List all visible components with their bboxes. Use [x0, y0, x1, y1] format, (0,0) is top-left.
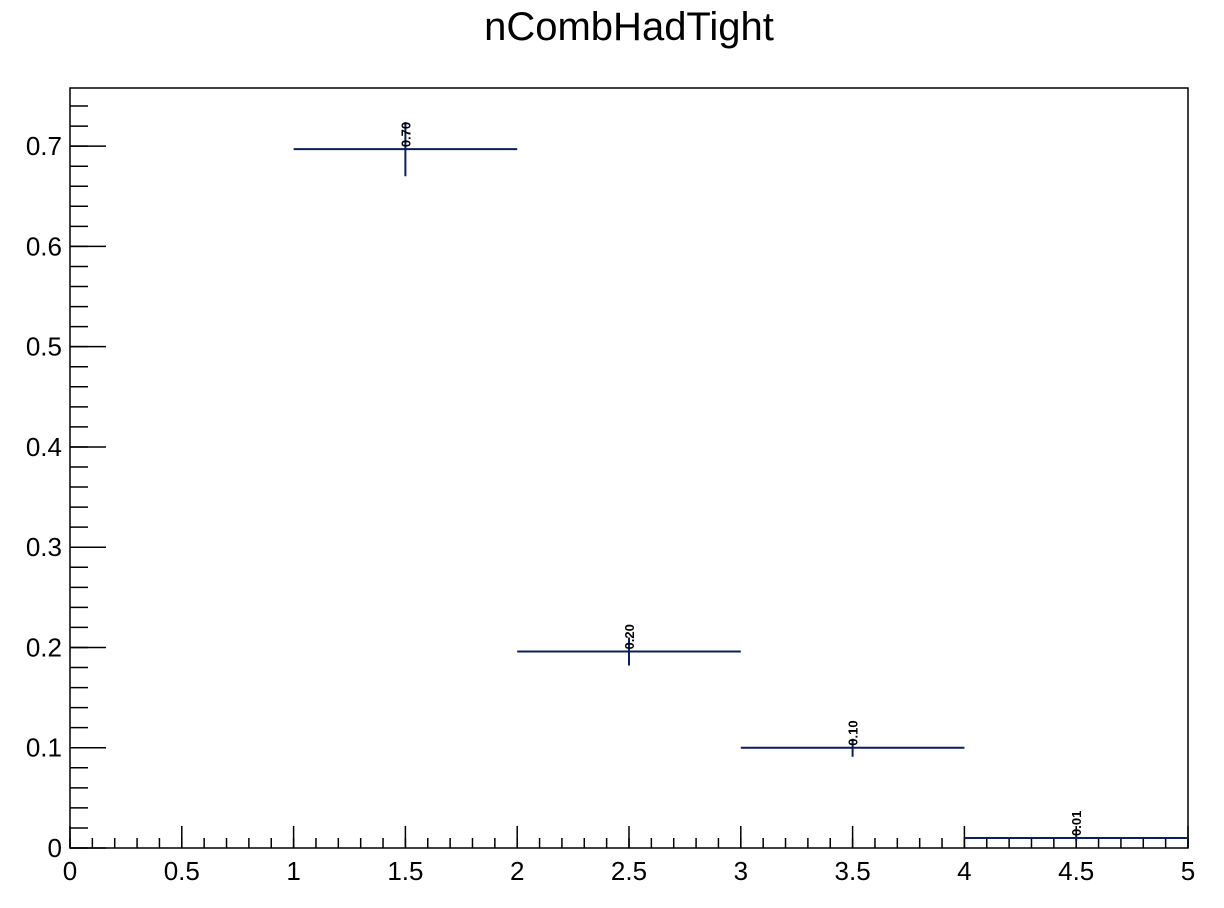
bin-value-label: 0.20 — [622, 624, 637, 649]
y-tick-label: 0.7 — [26, 131, 62, 161]
x-tick-label: 4 — [957, 856, 971, 886]
x-tick-label: 1.5 — [387, 856, 423, 886]
x-tick-label: 1 — [286, 856, 300, 886]
chart-title: nCombHadTight — [484, 5, 774, 49]
x-tick-label: 5 — [1181, 856, 1195, 886]
y-tick-label: 0.6 — [26, 231, 62, 261]
data-marks: 0.70 0.20 0.10 0.01 — [293, 122, 1188, 841]
y-tick-label: 0.3 — [26, 532, 62, 562]
y-tick-label: 0.4 — [26, 432, 62, 462]
x-tick-label: 2 — [510, 856, 524, 886]
y-tick-label: 0.2 — [26, 632, 62, 662]
x-tick-label: 2.5 — [611, 856, 647, 886]
bin-value-label: 0.10 — [846, 720, 861, 745]
axes: 0 0.5 1 1.5 2 2.5 3 3.5 4 4.5 5 0 0.1 0.2 0.3 0.4 0.5 0.6… — [26, 105, 1195, 886]
y-tick-label: 0.1 — [26, 733, 62, 763]
x-tick-label: 0.5 — [164, 856, 200, 886]
x-tick-label: 3.5 — [835, 856, 871, 886]
bin-value-label: 0.70 — [398, 122, 413, 147]
bin-value-label: 0.01 — [1069, 811, 1084, 836]
y-tick-label: 0.5 — [26, 332, 62, 362]
plot-frame — [69, 87, 1189, 849]
x-tick-label: 4.5 — [1058, 856, 1094, 886]
x-tick-label: 3 — [734, 856, 748, 886]
x-tick-label: 0 — [63, 856, 77, 886]
y-tick-label: 0 — [48, 833, 62, 863]
